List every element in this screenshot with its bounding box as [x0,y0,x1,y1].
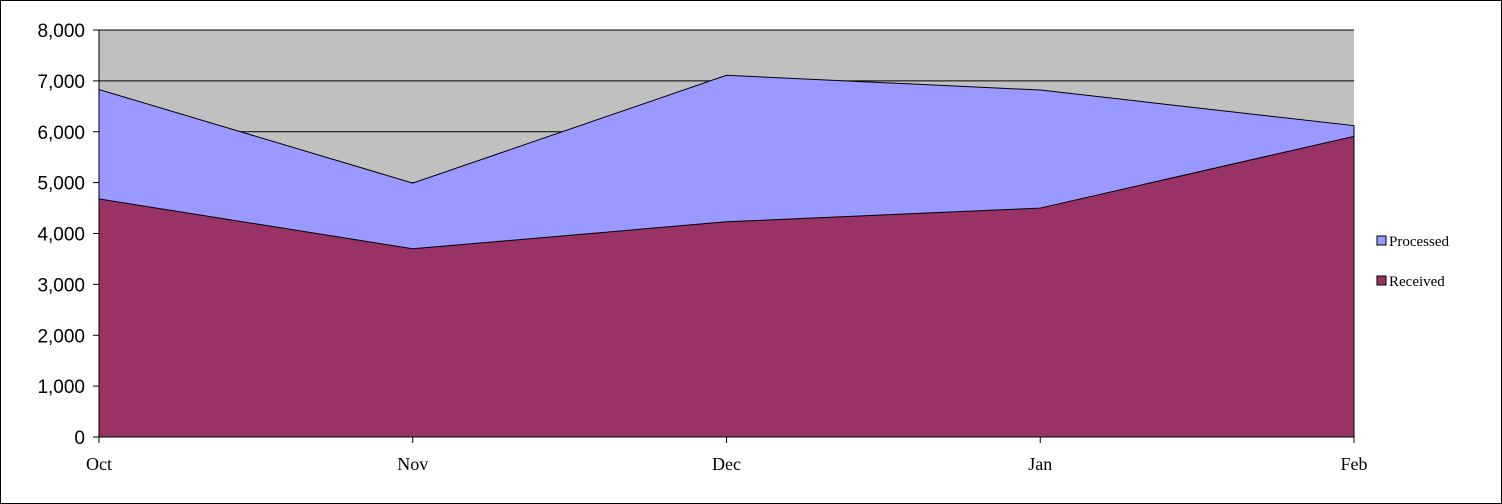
x-tick-label: Nov [397,454,428,474]
y-axis-ticks: 0 1,000 2,000 3,000 4,000 5,000 6,000 7,000 8,00… [37,21,99,449]
y-tick-label: 1,000 [37,377,85,398]
x-tick-label: Feb [1341,454,1368,474]
y-tick-label: 2,000 [37,326,85,347]
legend-label: Processed [1389,234,1449,250]
y-tick-label: 6,000 [37,123,85,144]
y-tick-label: 3,000 [37,275,85,296]
y-tick-label: 7,000 [37,72,85,93]
legend: Processed Received [1376,234,1449,290]
legend-label: Received [1389,274,1445,290]
legend-swatch [1376,235,1387,246]
x-tick-label: Oct [86,454,112,474]
legend-swatch [1376,275,1387,286]
x-tick-label: Dec [712,454,741,474]
y-tick-label: 0 [74,428,85,449]
area-received [98,135,1355,438]
y-tick-label: 4,000 [37,225,85,246]
y-tick-label: 8,000 [37,21,85,42]
series-areas [98,74,1355,438]
x-axis-ticks: Oct Nov Dec Jan Feb [86,437,1368,474]
y-tick-label: 5,000 [37,174,85,195]
x-tick-label: Jan [1028,454,1052,474]
